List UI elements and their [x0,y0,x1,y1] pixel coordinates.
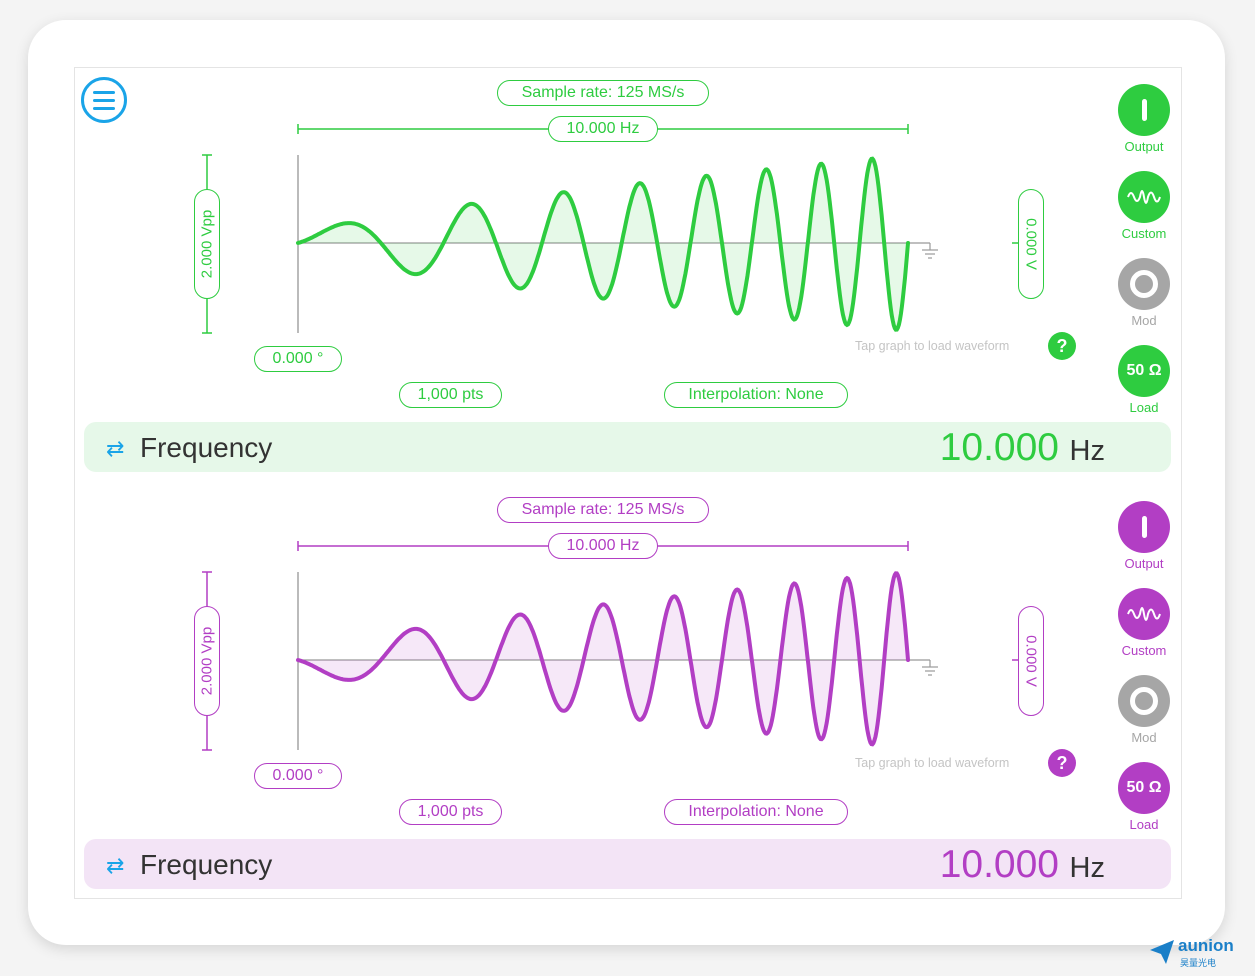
power-icon [1118,501,1170,553]
waveform-fill [298,158,908,330]
frequency-unit: Hz [1069,435,1105,467]
load-label: Load [1129,817,1159,832]
load-button[interactable]: 50 Ω Load [1116,345,1172,415]
output-button[interactable]: Output [1116,84,1172,154]
waveform-icon [1118,171,1170,223]
swap-arrows-icon[interactable]: ⇄ [106,436,125,461]
mod-ring-icon [1118,258,1170,310]
hamburger-menu-icon[interactable] [81,77,127,123]
load-value: 50 Ω [1118,345,1170,397]
sample-rate-pill[interactable]: Sample rate: 125 MS/s [497,80,709,106]
amplitude-pill[interactable]: 2.000 Vpp [194,606,220,716]
interpolation-pill[interactable]: Interpolation: None [664,382,848,408]
frequency-value[interactable]: 10.000 [939,843,1059,886]
offset-pill[interactable]: 0.000 V [1018,189,1044,299]
frequency-bar[interactable]: ⇄ Frequency 10.000 Hz [84,422,1171,472]
load-button[interactable]: 50 Ω Load [1116,762,1172,832]
output-label: Output [1124,556,1164,571]
mod-button[interactable]: Mod [1116,675,1172,745]
power-icon [1118,84,1170,136]
load-waveform-hint: Tap graph to load waveform [855,756,1010,770]
help-icon[interactable]: ? [1048,749,1076,777]
mod-button[interactable]: Mod [1116,258,1172,328]
load-value: 50 Ω [1118,762,1170,814]
amplitude-pill[interactable]: 2.000 Vpp [194,189,220,299]
points-pill[interactable]: 1,000 pts [399,382,502,408]
ground-icon [922,660,938,676]
paper-plane-icon [1150,940,1174,964]
custom-waveform-button[interactable]: Custom [1116,171,1172,241]
frequency-bar[interactable]: ⇄ Frequency 10.000 Hz [84,839,1171,889]
phase-pill[interactable]: 0.000 ° [254,763,342,789]
sample-rate-pill[interactable]: Sample rate: 125 MS/s [497,497,709,523]
frequency-label: Frequency [140,432,273,463]
frequency-value[interactable]: 10.000 [939,426,1059,469]
amplitude-value: 2.000 Vpp [198,626,216,696]
phase-pill[interactable]: 0.000 ° [254,346,342,372]
waveform-icon [1118,588,1170,640]
output-button[interactable]: Output [1116,501,1172,571]
period-frequency-pill[interactable]: 10.000 Hz [548,116,658,142]
channel-2-panel: Sample rate: 125 MS/s 10.000 Hz 2.000 Vp… [0,417,1255,889]
frequency-unit: Hz [1069,852,1105,884]
aunion-logo: aunion 昊量光电 [1148,936,1248,970]
logo-wordmark: aunion [1178,936,1234,955]
waveform-fill [298,573,908,745]
channel-1-panel: Sample rate: 125 MS/s 10.000 Hz 2.000 Vp… [0,0,1255,472]
help-icon[interactable]: ? [1048,332,1076,360]
period-frequency-pill[interactable]: 10.000 Hz [548,533,658,559]
custom-waveform-button[interactable]: Custom [1116,588,1172,658]
custom-label: Custom [1121,226,1167,241]
ground-icon [922,243,938,259]
custom-label: Custom [1121,643,1167,658]
chirp-waveform [296,571,910,747]
offset-pill[interactable]: 0.000 V [1018,606,1044,716]
mod-label: Mod [1131,313,1157,328]
interpolation-pill[interactable]: Interpolation: None [664,799,848,825]
offset-value: 0.000 V [1022,218,1040,270]
logo-subtitle: 昊量光电 [1180,958,1217,968]
mod-ring-icon [1118,675,1170,727]
points-pill[interactable]: 1,000 pts [399,799,502,825]
load-waveform-hint: Tap graph to load waveform [855,339,1010,353]
load-label: Load [1129,400,1159,415]
offset-value: 0.000 V [1022,635,1040,687]
output-label: Output [1124,139,1164,154]
mod-label: Mod [1131,730,1157,745]
frequency-label: Frequency [140,849,273,880]
chirp-waveform [296,156,910,332]
amplitude-value: 2.000 Vpp [198,209,216,279]
swap-arrows-icon[interactable]: ⇄ [106,853,125,878]
